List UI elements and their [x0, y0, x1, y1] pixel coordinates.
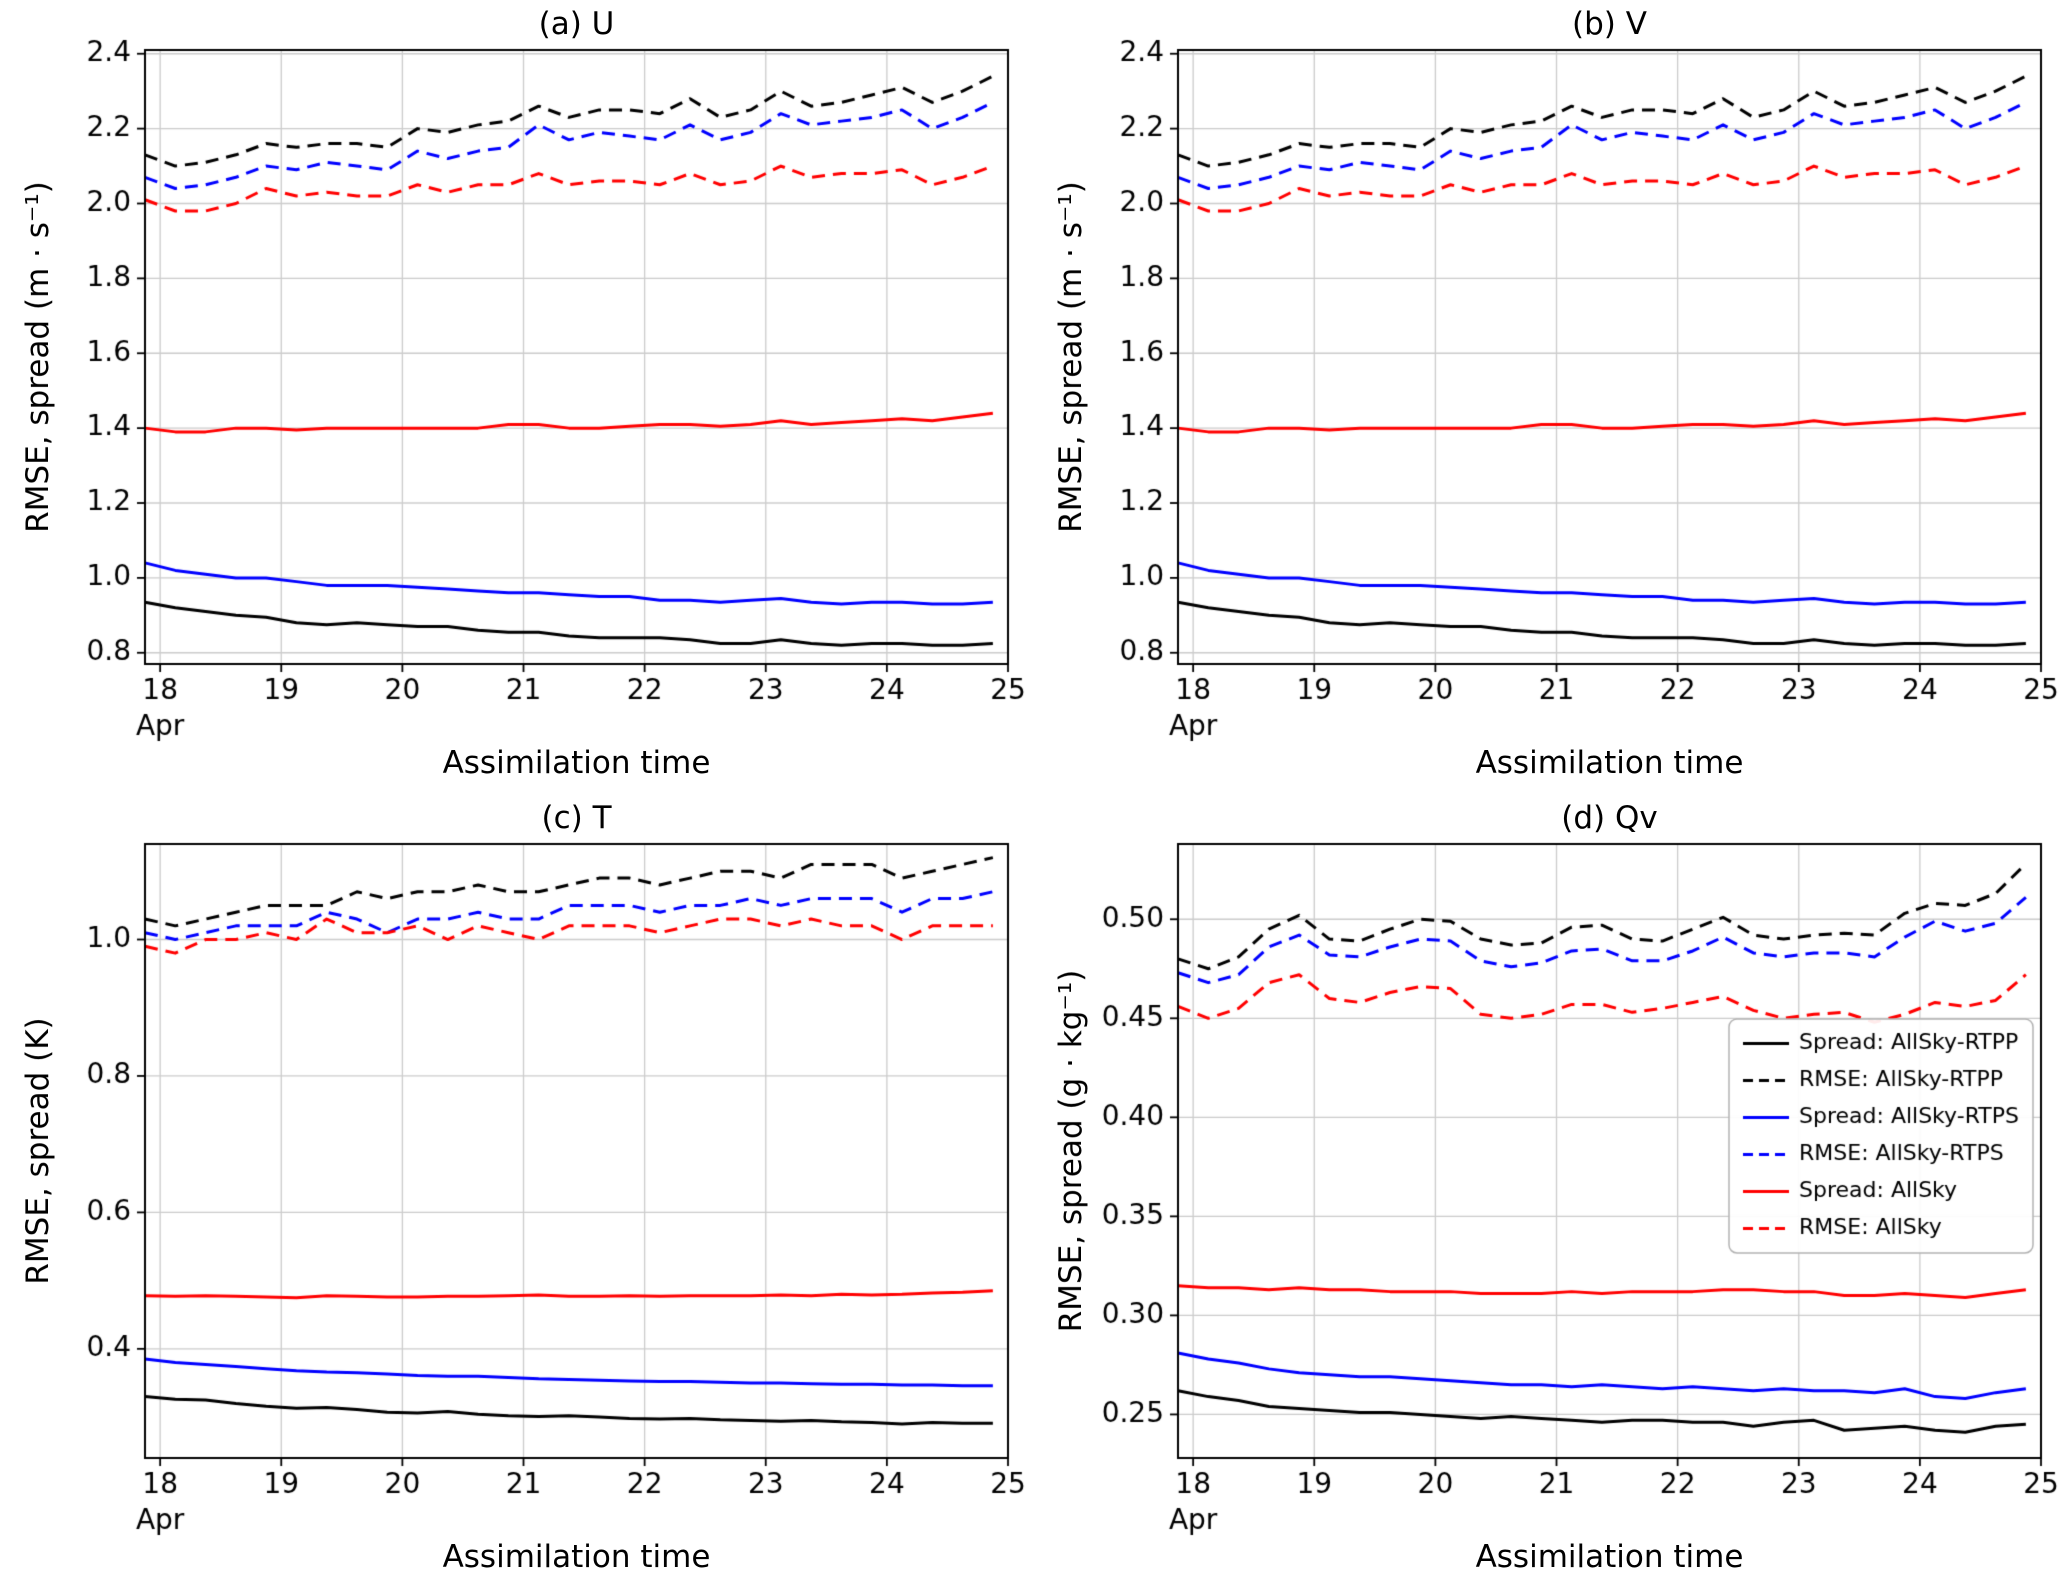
chart-canvas-b: [1033, 0, 2066, 794]
x-axis-label-c: Assimilation time: [442, 1539, 711, 1575]
panel-a-u: (a) U RMSE, spread (m · s⁻¹) Assimilatio…: [0, 0, 1033, 794]
chart-canvas-d: [1033, 794, 2066, 1588]
panel-c-t: (c) T RMSE, spread (K) Assimilation time: [0, 794, 1033, 1588]
y-axis-label-d: RMSE, spread (g · kg⁻¹): [1053, 969, 1089, 1333]
panel-title-b: (b) V: [1572, 6, 1647, 42]
y-axis-label-b: RMSE, spread (m · s⁻¹): [1053, 181, 1089, 533]
chart-canvas-c: [0, 794, 1033, 1588]
panel-title-c: (c) T: [541, 800, 612, 836]
x-axis-label-b: Assimilation time: [1475, 745, 1744, 781]
y-axis-label-c: RMSE, spread (K): [20, 1017, 56, 1285]
chart-canvas-a: [0, 0, 1033, 794]
x-axis-label-a: Assimilation time: [442, 745, 711, 781]
panel-b-v: (b) V RMSE, spread (m · s⁻¹) Assimilatio…: [1033, 0, 2066, 794]
panel-title-d: (d) Qv: [1561, 800, 1658, 836]
y-axis-label-a: RMSE, spread (m · s⁻¹): [20, 181, 56, 533]
panel-title-a: (a) U: [538, 6, 615, 42]
x-axis-label-d: Assimilation time: [1475, 1539, 1744, 1575]
panel-d-qv: (d) Qv RMSE, spread (g · kg⁻¹) Assimilat…: [1033, 794, 2066, 1588]
